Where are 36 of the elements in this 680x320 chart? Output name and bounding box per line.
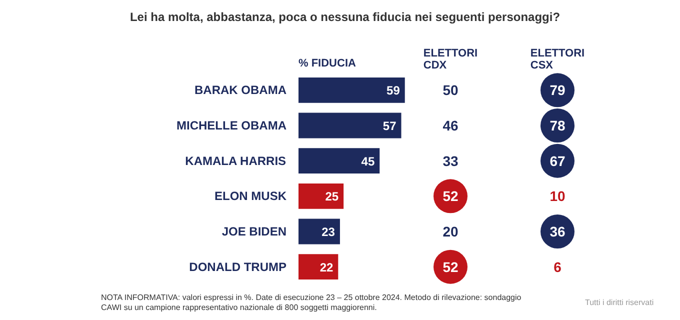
data-label: 50 xyxy=(442,82,458,98)
data-label: 67 xyxy=(550,152,566,169)
data-label: 79 xyxy=(550,82,566,98)
data-label: 52 xyxy=(442,188,458,204)
text: NOTA INFORMATIVA: valori espressi in %. Date di esecuzione 23 – 25 ottobre 2024. Metodo di rilevazione: sondaggio CAWI su un campione rappresentativo nazionale di 800 soggetti maggiorenni. xyxy=(101,293,522,314)
data-label: 6 xyxy=(554,258,562,275)
y-tick-label: BARAK OBAMA xyxy=(194,83,287,98)
text: Tutti i diritti riservati xyxy=(585,297,654,308)
y-tick-label: MICHELLE OBAMA xyxy=(176,118,287,132)
bar xyxy=(298,77,405,103)
data-label: 36 xyxy=(550,224,566,240)
x-axis-title: % FIDUCIA xyxy=(298,58,356,70)
y-tick-label: KAMALA HARRIS xyxy=(185,154,286,168)
y-tick-label: JOE BIDEN xyxy=(222,224,287,238)
data-label: 46 xyxy=(442,118,458,134)
data-label: 25 xyxy=(325,190,339,204)
data-label: 45 xyxy=(361,154,375,168)
data-label: 78 xyxy=(550,118,566,134)
bar xyxy=(298,254,338,280)
bar xyxy=(298,218,340,244)
data-label: 22 xyxy=(320,260,334,274)
bar xyxy=(298,112,402,138)
text: ELETTORI CSX xyxy=(530,48,585,72)
bar xyxy=(298,183,344,209)
data-label: 33 xyxy=(442,152,458,169)
bar xyxy=(298,148,380,174)
y-tick-label: ELON MUSK xyxy=(214,189,287,204)
data-label: 23 xyxy=(322,225,336,239)
data-label: 10 xyxy=(550,188,566,204)
data-label: 52 xyxy=(442,258,458,275)
data-label: 59 xyxy=(386,84,400,98)
data-label: 20 xyxy=(442,224,458,240)
y-tick-label: DONALD TRUMP xyxy=(189,260,287,274)
text: ELETTORI CDX xyxy=(423,48,478,72)
data-label: 57 xyxy=(382,119,397,133)
chart-title: Lei ha molta, abbastanza, poca o nessuna fiducia nei seguenti personaggi? xyxy=(130,9,560,26)
